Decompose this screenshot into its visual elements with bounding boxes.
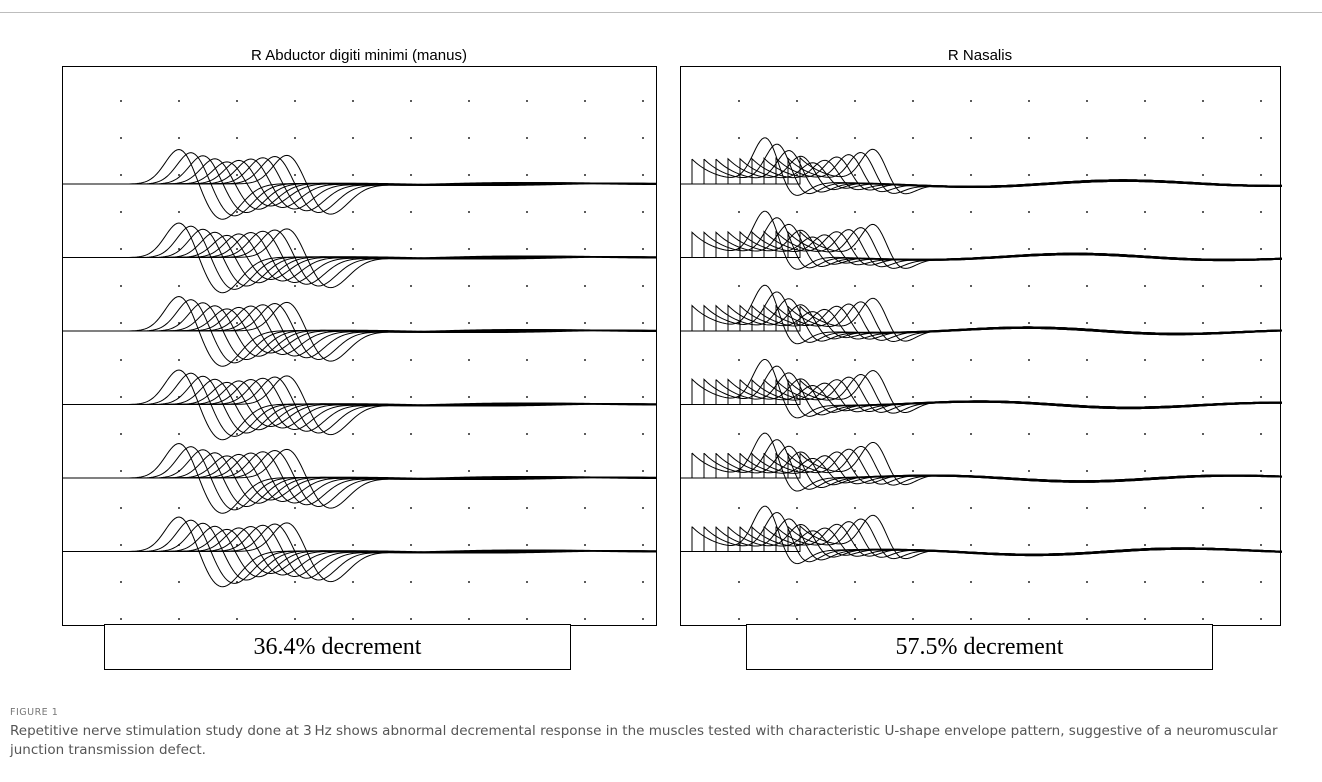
cmap-response-3-10 <box>681 297 1282 342</box>
cmap-response-2-10 <box>63 228 657 289</box>
cmap-response-5-2 <box>681 439 1282 490</box>
cmap-response-5-4 <box>681 451 1282 486</box>
train-1 <box>63 149 658 220</box>
cmap-response-2-8 <box>681 229 1282 268</box>
grid-dots-1 <box>738 100 1262 620</box>
cmap-response-1-8 <box>681 154 1282 193</box>
cmap-traces-left <box>63 100 658 620</box>
cmap-response-1-6 <box>681 157 1282 191</box>
cmap-response-5-10 <box>681 441 1282 486</box>
cmap-response-4-10 <box>681 370 1282 414</box>
figure-label: FIGURE 1 <box>10 707 59 718</box>
cmap-traces-right <box>681 100 1282 620</box>
cmap-response-1-10 <box>681 148 1282 195</box>
cmap-response-6-10 <box>63 522 657 583</box>
cmap-response-1-4 <box>681 155 1282 191</box>
plot-panel-left <box>62 66 658 626</box>
train-5 <box>681 432 1282 492</box>
figure-caption: Repetitive nerve stimulation study done … <box>10 723 1278 758</box>
cmap-response-5-6 <box>681 453 1282 485</box>
cmap-response-3-9 <box>681 301 1282 342</box>
train-3 <box>681 284 1282 345</box>
cmap-response-4-8 <box>681 376 1282 413</box>
cmap-response-5-1 <box>681 432 1282 492</box>
cmap-response-2-10 <box>681 223 1282 269</box>
cmap-response-6-5 <box>681 526 1282 556</box>
train-4 <box>681 358 1282 419</box>
cmap-response-1-7 <box>681 156 1282 191</box>
cmap-response-4-1 <box>681 358 1282 419</box>
train-6 <box>63 516 658 588</box>
cmap-response-4-4 <box>681 378 1282 413</box>
cmap-response-3-10 <box>63 301 657 362</box>
cmap-response-2-9 <box>681 227 1282 269</box>
train-1 <box>681 137 1282 196</box>
train-2 <box>681 210 1282 270</box>
plot-panel-right <box>680 66 1282 626</box>
train-4 <box>63 369 658 441</box>
grid-dots-0 <box>120 100 644 620</box>
decrement-label-left: 36.4% decrement <box>104 624 571 670</box>
cmap-response-3-8 <box>681 303 1282 341</box>
decrement-label-right: 57.5% decrement <box>746 624 1213 670</box>
cmap-response-1-10 <box>63 154 657 215</box>
figure-frame <box>0 12 1322 782</box>
train-5 <box>63 443 658 514</box>
panel-title-right: R Nasalis <box>947 47 1013 64</box>
cmap-response-5-8 <box>681 448 1282 485</box>
train-6 <box>681 505 1282 565</box>
cmap-response-4-10 <box>63 375 657 436</box>
train-3 <box>63 296 658 367</box>
train-2 <box>63 222 658 294</box>
cmap-response-5-10 <box>63 448 657 509</box>
panel-title-left: R Abductor digiti minimi (manus) <box>251 47 467 64</box>
cmap-response-6-1 <box>681 505 1282 565</box>
cmap-response-1-9 <box>681 152 1282 194</box>
cmap-response-6-8 <box>681 521 1282 558</box>
cmap-response-6-10 <box>681 514 1282 560</box>
